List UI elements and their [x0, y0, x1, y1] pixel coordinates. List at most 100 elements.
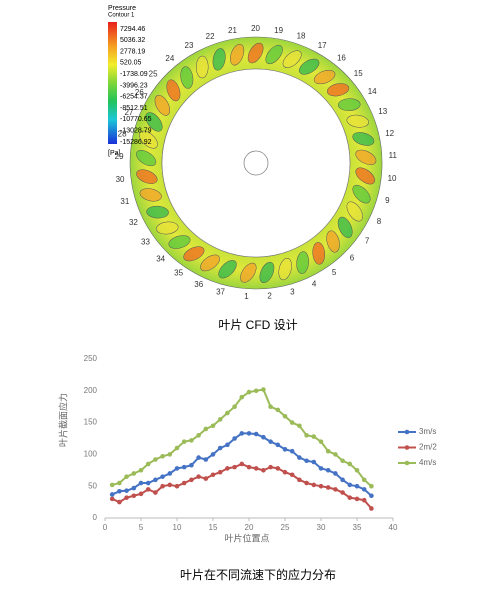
x-tick-label: 30 [317, 523, 326, 532]
legend-label: 2m/2 [419, 443, 437, 452]
data-point [210, 472, 216, 478]
legend-level: 7294.46 [120, 26, 145, 33]
blade-label: 8 [377, 217, 382, 226]
data-point [325, 485, 331, 490]
data-point [304, 480, 309, 486]
blade [145, 112, 163, 132]
y-tick-label: 250 [84, 354, 98, 363]
data-point [275, 442, 281, 448]
blade-label: 18 [297, 32, 306, 41]
data-point [325, 468, 331, 473]
data-point [153, 457, 158, 462]
blade [212, 48, 226, 71]
legend-level: -13028.79 [120, 128, 152, 135]
x-tick-label: 25 [281, 523, 290, 532]
data-point [181, 464, 187, 470]
x-tick-label: 0 [103, 523, 108, 532]
data-point [203, 457, 209, 462]
data-point [289, 472, 295, 478]
data-point [117, 488, 122, 494]
blade [313, 69, 336, 85]
y-tick-label: 0 [93, 513, 98, 522]
data-point [340, 458, 345, 464]
data-point [181, 480, 187, 486]
data-point [253, 466, 259, 471]
blade [200, 254, 220, 272]
data-point [174, 445, 180, 451]
blade-label: 30 [116, 175, 125, 184]
x-tick-label: 40 [389, 523, 398, 532]
legend-level: -8512.51 [120, 105, 148, 112]
data-point [311, 459, 317, 465]
data-point [275, 466, 281, 471]
data-point [145, 487, 151, 492]
data-point [261, 387, 266, 392]
x-tick-label: 15 [209, 523, 218, 532]
data-point [369, 493, 374, 499]
blade [352, 184, 371, 204]
legend-title: Pressure [108, 5, 136, 12]
data-point [138, 491, 144, 497]
legend-level: 520.05 [120, 60, 142, 67]
data-point [318, 483, 324, 489]
data-point [196, 474, 201, 479]
data-point [239, 394, 245, 400]
blade-label: 11 [389, 151, 398, 160]
data-point [261, 434, 266, 440]
line-chart: 叶片截面应力 叶片位置点 叶片在不同流速下的应力分布 0501001502002… [57, 354, 437, 582]
blade-label: 27 [124, 108, 133, 117]
data-point [369, 506, 374, 511]
y-tick-label: 200 [84, 386, 98, 395]
blade-label: 14 [368, 87, 377, 96]
data-point [109, 496, 115, 502]
data-point [347, 495, 353, 500]
data-point [167, 452, 173, 457]
blade-label: 16 [337, 53, 346, 62]
data-point [196, 455, 201, 460]
blade-label: 3 [290, 287, 295, 296]
data-point [117, 480, 122, 486]
data-point [354, 483, 360, 489]
data-point [217, 469, 223, 475]
data-point [138, 468, 144, 473]
blade [312, 242, 326, 265]
data-point [131, 485, 137, 491]
blade [355, 167, 376, 185]
blade [183, 246, 205, 262]
data-point [225, 442, 230, 448]
data-point [340, 490, 345, 495]
data-point [297, 455, 302, 460]
blade [139, 130, 158, 149]
data-point [246, 389, 252, 395]
blade-label: 17 [318, 41, 327, 50]
blade [247, 42, 264, 64]
blade [259, 261, 275, 284]
data-point [304, 433, 309, 438]
data-point [354, 496, 360, 502]
inner-circle [161, 68, 351, 258]
blade [296, 251, 309, 274]
blade-label: 5 [332, 268, 337, 277]
blade [346, 114, 369, 128]
y-tick-label: 50 [88, 481, 97, 490]
series-line [111, 462, 373, 510]
blade-label: 37 [216, 288, 225, 297]
data-point [217, 417, 223, 422]
data-point [189, 462, 194, 468]
data-point [232, 464, 237, 470]
data-point [333, 452, 338, 457]
data-point [160, 454, 165, 459]
data-point [268, 464, 273, 470]
data-point [239, 461, 245, 467]
data-point [210, 452, 216, 457]
data-point [282, 413, 288, 419]
data-point [333, 471, 338, 476]
data-point [253, 431, 259, 437]
legend-unit: [Pa] [108, 150, 121, 157]
blade-label: 9 [385, 196, 390, 205]
blade [346, 201, 363, 222]
data-point [117, 499, 122, 505]
data-point [369, 483, 374, 489]
blade-label: 29 [115, 152, 124, 161]
chart-caption: 叶片在不同流速下的应力分布 [180, 567, 336, 582]
